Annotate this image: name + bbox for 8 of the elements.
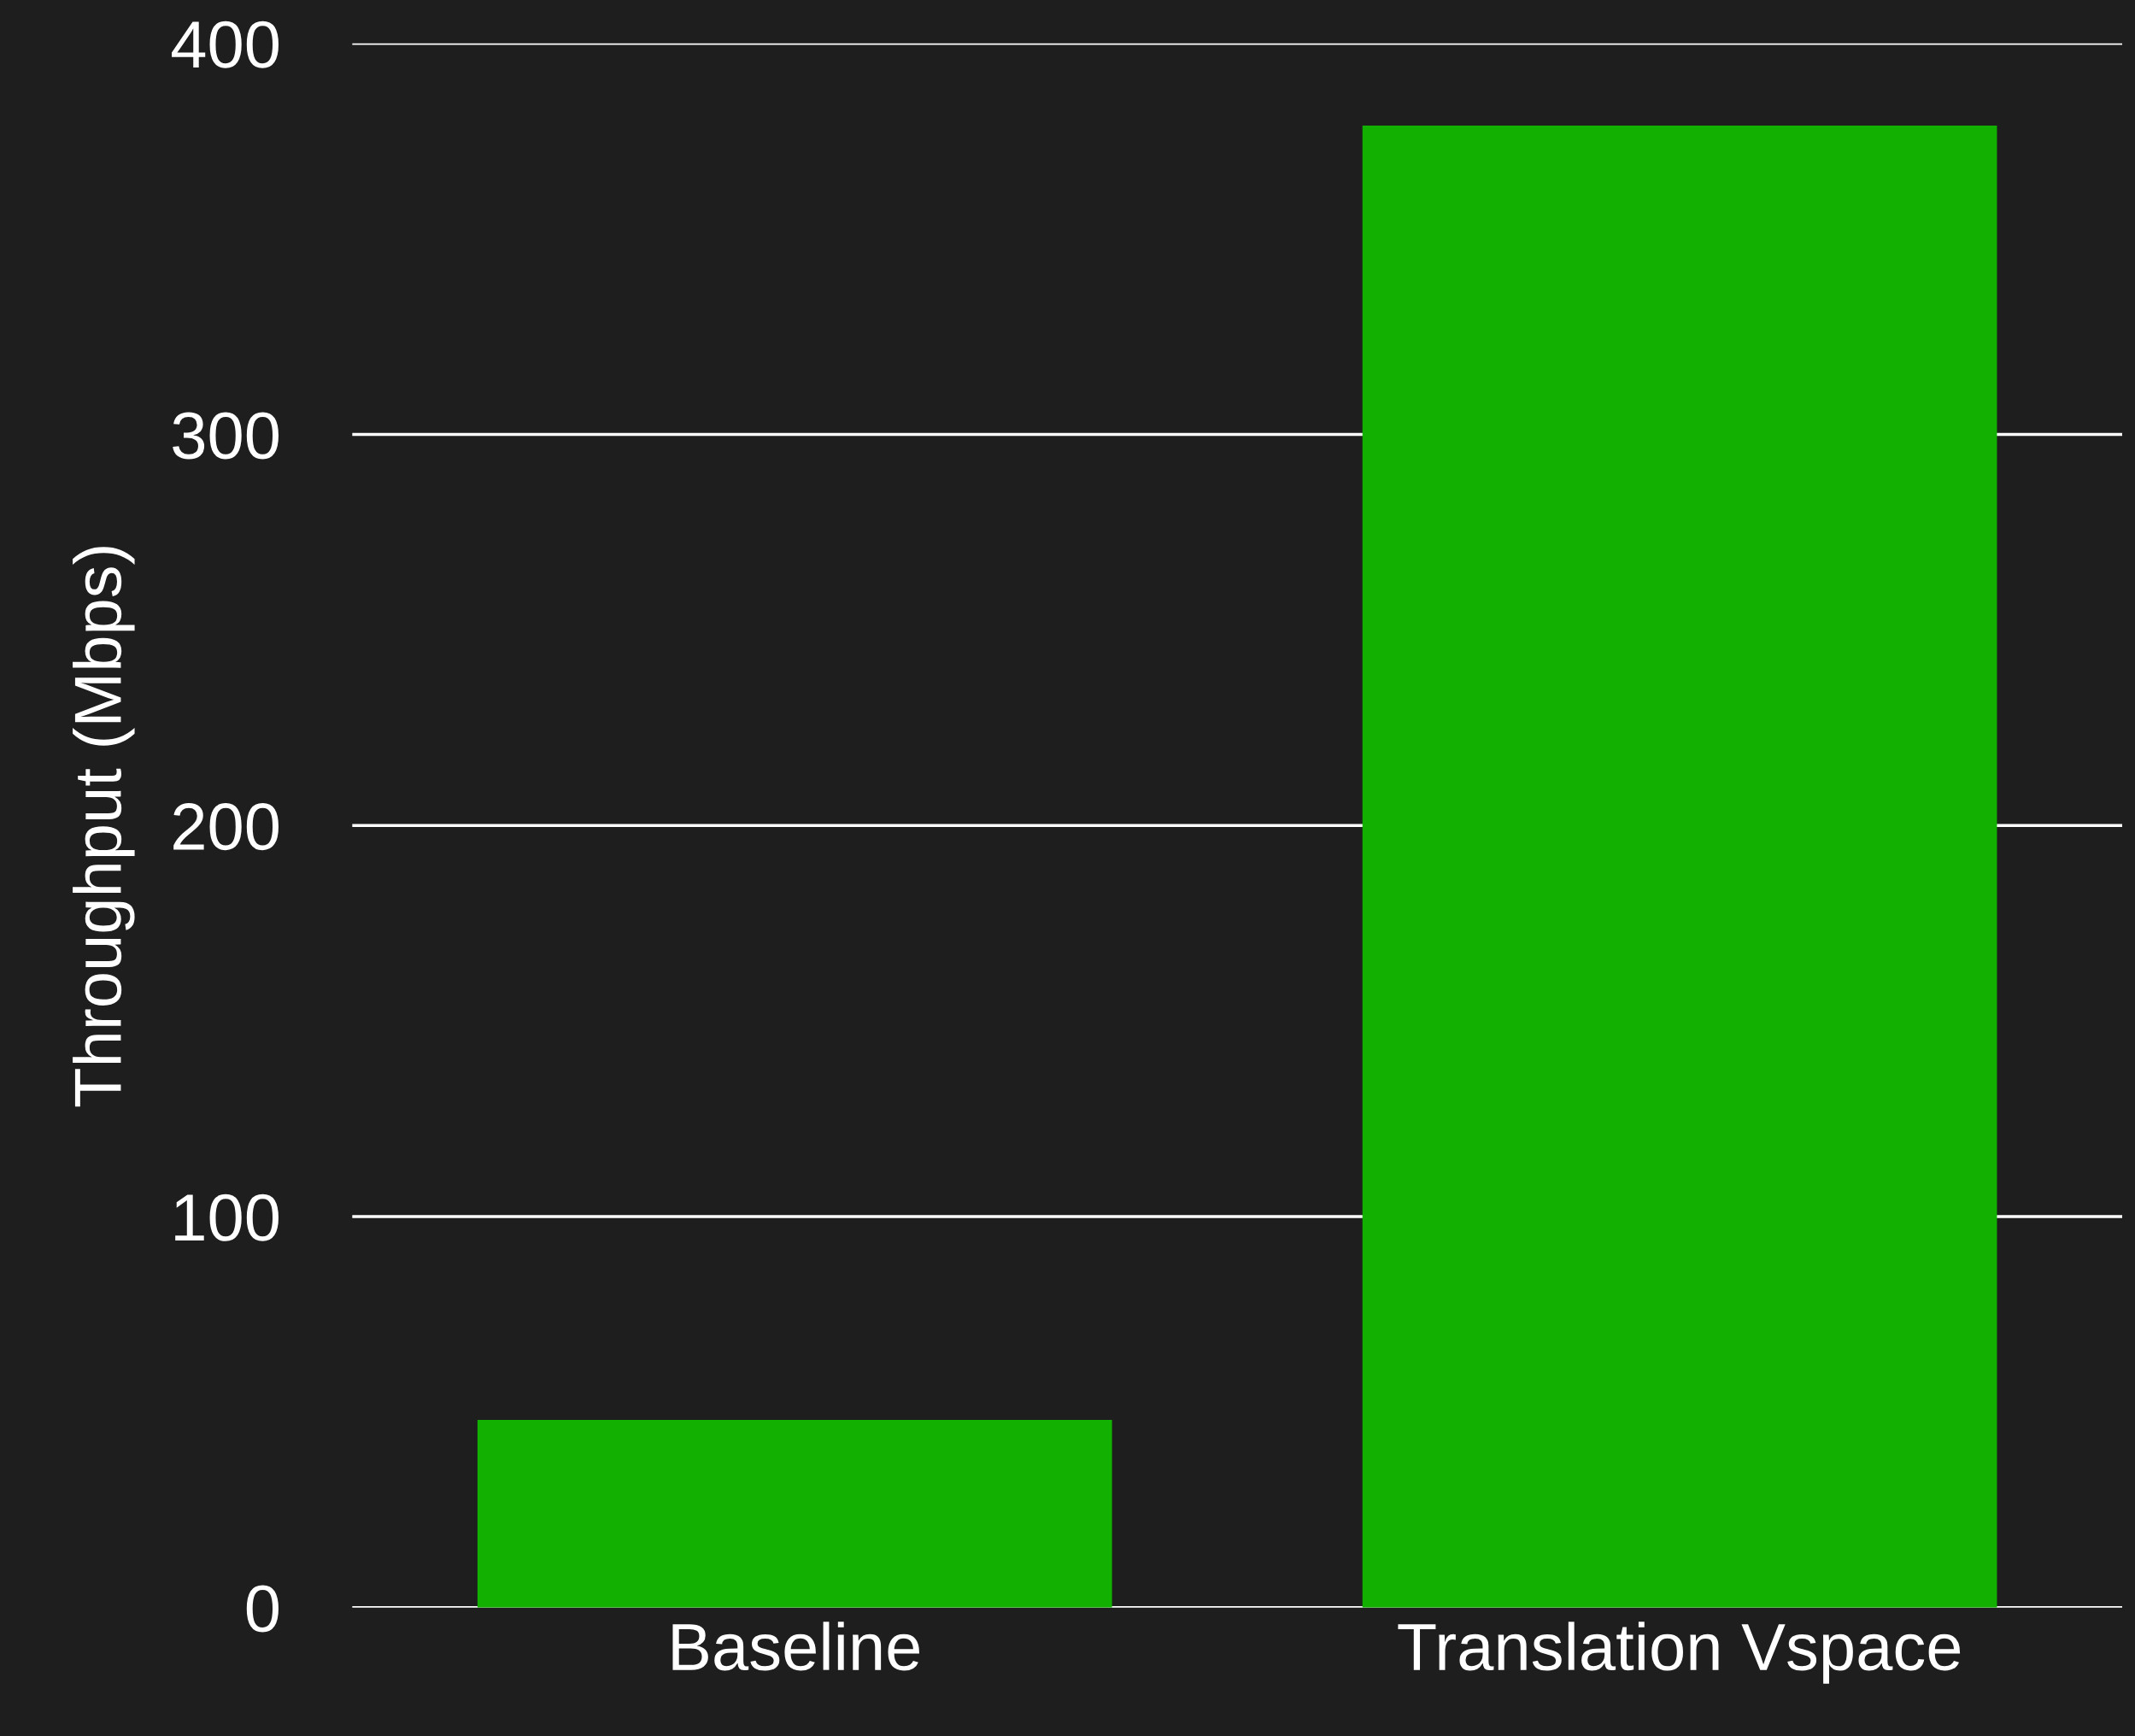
y-tick-label: 400	[172, 21, 279, 68]
x-tick-label: Translation Vspace	[1398, 1622, 1961, 1684]
y-tick-label: 200	[173, 803, 279, 851]
y-tick-label: 100	[175, 1194, 279, 1241]
y-axis-title: Throughput (Mbps)	[73, 547, 135, 1107]
y-tick-label: 300	[173, 412, 279, 460]
y-tick-label: 0	[246, 1585, 279, 1633]
x-tick-label: Baseline	[672, 1622, 919, 1671]
